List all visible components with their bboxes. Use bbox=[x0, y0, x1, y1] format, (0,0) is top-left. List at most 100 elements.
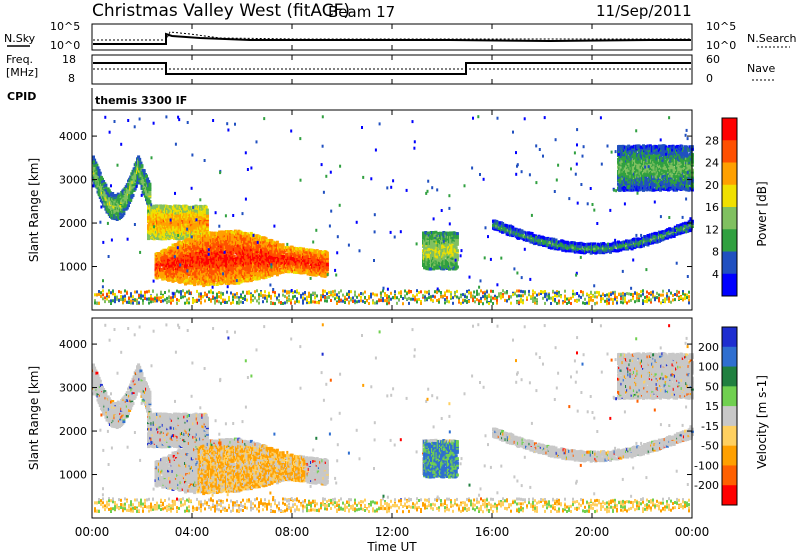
nave-label: Nave bbox=[747, 62, 775, 75]
power-cell bbox=[203, 246, 207, 250]
power-cell bbox=[106, 187, 110, 191]
power-cell bbox=[98, 171, 102, 175]
noise-sky-line bbox=[93, 32, 691, 45]
power-cell bbox=[117, 194, 121, 198]
power-cells bbox=[92, 115, 694, 306]
power-cell bbox=[104, 186, 108, 190]
power-cell bbox=[199, 241, 203, 245]
freq-panel: Freq. [MHz] 18 8 60 0 Nave bbox=[6, 53, 775, 85]
power-cell bbox=[101, 185, 104, 189]
power-cell bbox=[197, 217, 201, 221]
power-cell bbox=[190, 251, 194, 255]
power-cell bbox=[184, 246, 187, 250]
power-cell bbox=[148, 200, 152, 204]
power-cell bbox=[136, 181, 139, 185]
power-cell bbox=[237, 267, 241, 271]
power-cell bbox=[107, 196, 111, 200]
noise-right-tick-top: 10^5 bbox=[706, 20, 736, 33]
power-cell bbox=[194, 242, 198, 245]
power-cell bbox=[154, 261, 158, 264]
power-cell bbox=[205, 208, 209, 212]
power-cell bbox=[140, 184, 144, 188]
power-cell bbox=[164, 251, 168, 255]
power-cell bbox=[237, 277, 241, 281]
power-cell bbox=[325, 251, 329, 255]
freq-right-tick-bottom: 0 bbox=[706, 72, 713, 85]
power-cell bbox=[205, 275, 209, 279]
power-cell bbox=[199, 258, 203, 262]
power-cell bbox=[212, 283, 216, 286]
power-cell bbox=[243, 252, 246, 256]
power-cell bbox=[239, 280, 243, 284]
freq-left-tick-top: 18 bbox=[62, 53, 76, 66]
power-cell bbox=[174, 246, 178, 250]
power-cell bbox=[205, 216, 209, 220]
power-cell bbox=[189, 242, 193, 246]
power-cell bbox=[176, 255, 180, 259]
power-cell bbox=[181, 218, 184, 222]
power-cell bbox=[205, 223, 209, 227]
power-cell bbox=[230, 254, 234, 258]
power-cell bbox=[205, 227, 209, 231]
power-cell bbox=[132, 183, 136, 186]
power-cell bbox=[101, 177, 104, 181]
power-cell bbox=[212, 267, 216, 271]
power-cell bbox=[137, 155, 141, 159]
power-cell bbox=[92, 155, 95, 159]
power-cell bbox=[156, 252, 160, 255]
power-cell bbox=[222, 230, 226, 234]
freq-left-tick-bottom: 8 bbox=[68, 72, 75, 85]
power-cell bbox=[114, 209, 118, 213]
power-cell bbox=[203, 232, 207, 236]
noise-panel: N.Sky 10^5 10^0 10^5 10^0 N.Search bbox=[4, 20, 797, 52]
power-cell bbox=[193, 280, 197, 284]
power-cell bbox=[167, 252, 170, 256]
power-cell bbox=[93, 158, 97, 162]
power-cell bbox=[155, 276, 159, 280]
power-cell bbox=[222, 280, 226, 284]
power-cell bbox=[133, 187, 137, 191]
power-cell bbox=[202, 284, 206, 288]
beam-title: Beam 17 bbox=[328, 3, 395, 21]
noise-right-label: N.Search bbox=[747, 32, 797, 45]
power-cell bbox=[142, 176, 146, 180]
power-cell bbox=[192, 235, 195, 239]
power-cell bbox=[165, 263, 169, 267]
power-cell bbox=[107, 189, 111, 193]
power-cell bbox=[212, 281, 216, 285]
power-cell bbox=[169, 223, 173, 227]
power-cell bbox=[148, 192, 152, 196]
power-cell bbox=[161, 231, 165, 234]
power-cell bbox=[129, 197, 133, 201]
power-cell bbox=[168, 254, 172, 258]
power-cell bbox=[205, 213, 209, 217]
power-cell bbox=[201, 219, 205, 223]
power-cell bbox=[103, 204, 107, 208]
power-cell bbox=[95, 163, 99, 167]
power-cell bbox=[196, 229, 200, 233]
power-cell bbox=[228, 252, 232, 256]
power-cell bbox=[171, 221, 175, 225]
power-cell bbox=[226, 271, 229, 275]
noise-right-tick-bottom: 10^0 bbox=[706, 39, 736, 52]
power-cell bbox=[203, 244, 207, 248]
power-cell bbox=[97, 189, 101, 193]
power-cell bbox=[169, 225, 173, 229]
power-cell bbox=[206, 238, 210, 242]
power-cell bbox=[171, 256, 175, 260]
power-cell bbox=[211, 261, 215, 265]
power-cell bbox=[237, 233, 241, 237]
station-title: Christmas Valley West (fitACF) bbox=[92, 1, 350, 21]
power-cell bbox=[192, 269, 195, 273]
power-cell bbox=[185, 264, 189, 268]
power-cell bbox=[115, 218, 119, 221]
power-cell bbox=[176, 265, 180, 269]
power-cell bbox=[147, 234, 150, 238]
power-cell bbox=[170, 268, 174, 272]
power-cell bbox=[179, 222, 183, 226]
power-cell bbox=[196, 258, 200, 262]
noise-search-line bbox=[93, 31, 691, 41]
power-cell bbox=[189, 265, 193, 269]
power-cell bbox=[198, 275, 202, 279]
power-cell bbox=[121, 213, 125, 217]
